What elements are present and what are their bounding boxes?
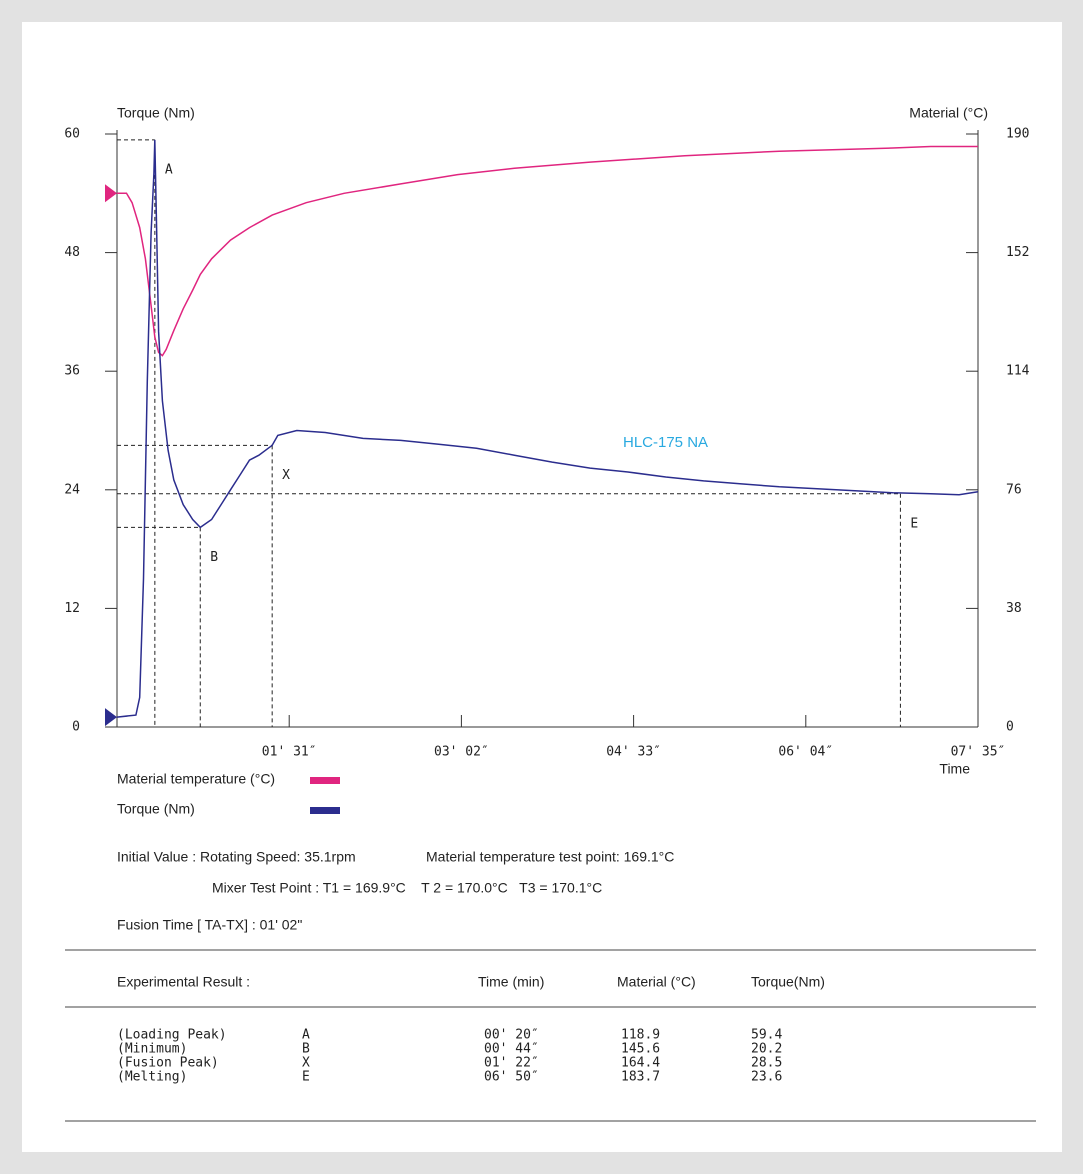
legend-swatch [310,807,340,814]
y2-tick-label: 0 [1006,720,1014,735]
x-tick-label: 07' 35″ [951,745,1006,760]
info-text: Material temperature test point: 169.1°C [426,849,674,865]
series-annotation: HLC-175 NA [623,434,708,451]
table-header: Torque(Nm) [751,974,825,990]
x-tick-label: 04' 33″ [606,745,661,760]
start-marker [105,184,117,203]
table-cell: X [302,1056,310,1071]
table-cell: B [302,1042,310,1057]
info-text: Mixer Test Point : T1 = 169.9°C T 2 = 17… [212,880,602,896]
point-label: B [210,550,218,565]
point-label: X [282,468,290,483]
y2-tick-label: 114 [1006,364,1030,379]
legend-swatch [310,777,340,784]
y2-tick-label: 190 [1006,127,1029,142]
table-cell: 59.4 [751,1028,782,1043]
series-line [116,139,979,718]
info-text: Fusion Time [ TA-TX] : 01' 02" [117,917,302,933]
table-header: Material (°C) [617,974,696,990]
y-tick-label: 0 [72,720,80,735]
sheet [22,22,1062,1152]
y2-tick-label: 38 [1006,601,1022,616]
y-tick-label: 36 [64,364,80,379]
table-cell: (Minimum) [117,1042,187,1057]
x-axis-label: Time [939,761,970,777]
point-label: E [910,516,918,531]
table-cell: A [302,1028,310,1043]
y-tick-label: 48 [64,245,80,260]
table-header: Experimental Result : [117,974,250,990]
table-cell: 01' 22″ [484,1056,539,1071]
table-cell: 118.9 [621,1028,660,1043]
x-tick-label: 01' 31″ [262,745,317,760]
table-cell: 23.6 [751,1070,782,1085]
table-cell: 28.5 [751,1056,782,1071]
info-text: Initial Value : Rotating Speed: 35.1rpm [117,849,356,865]
x-tick-label: 03' 02″ [434,745,489,760]
y2-tick-label: 152 [1006,245,1029,260]
table-cell: 183.7 [621,1070,660,1085]
table-cell: 145.6 [621,1042,660,1057]
legend-label: Material temperature (°C) [117,771,275,787]
table-cell: (Loading Peak) [117,1028,227,1043]
table-cell: 20.2 [751,1042,782,1057]
legend-label: Torque (Nm) [117,801,195,817]
table-cell: (Fusion Peak) [117,1056,219,1071]
y2-axis-label: Material (°C) [909,105,988,121]
table-cell: (Melting) [117,1070,187,1085]
x-tick-label: 06' 04″ [778,745,833,760]
y-tick-label: 24 [64,482,80,497]
y-tick-label: 12 [64,601,80,616]
table-cell: E [302,1070,310,1085]
y-tick-label: 60 [64,127,80,142]
table-cell: 00' 44″ [484,1042,539,1057]
point-label: A [165,162,173,177]
table-cell: 06' 50″ [484,1070,539,1085]
table-cell: 00' 20″ [484,1028,539,1043]
y-axis-label: Torque (Nm) [117,105,195,121]
table-header: Time (min) [478,974,544,990]
table-cell: 164.4 [621,1056,660,1071]
y2-tick-label: 76 [1006,482,1022,497]
start-marker [105,708,117,727]
